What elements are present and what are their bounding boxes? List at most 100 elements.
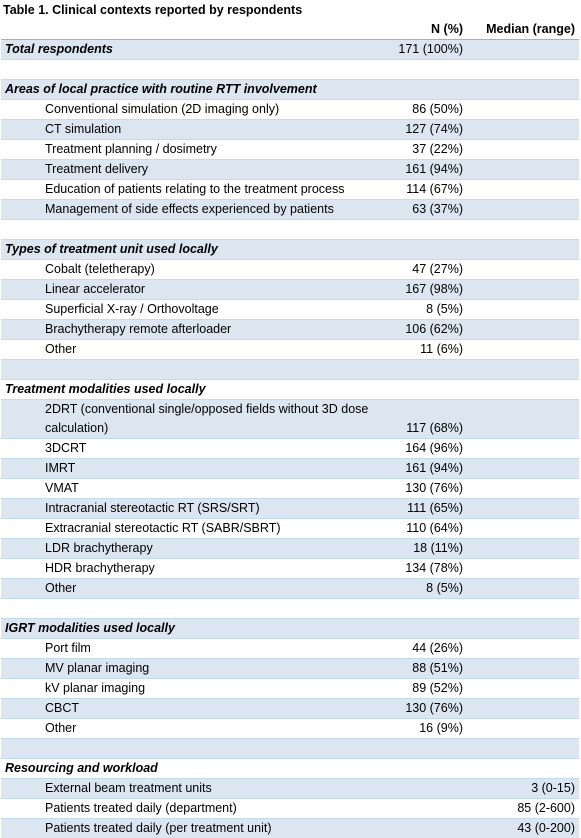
header-row: N (%) Median (range) [1, 20, 579, 40]
label-text: Other [45, 579, 76, 598]
median-cell [467, 479, 579, 499]
label-text: IMRT [45, 459, 75, 478]
n-cell [391, 240, 467, 260]
row-label: HDR brachytherapy [1, 559, 391, 579]
median-cell [467, 200, 579, 220]
median-cell [467, 739, 579, 759]
table-row: Areas of local practice with routine RTT… [1, 80, 579, 100]
label-text: External beam treatment units [45, 779, 212, 798]
row-label: Brachytherapy remote afterloader [1, 320, 391, 340]
row-label: Other [1, 719, 391, 739]
row-label [1, 220, 391, 240]
n-cell: 11 (6%) [391, 340, 467, 360]
n-cell [391, 80, 467, 100]
row-label [1, 739, 391, 759]
row-label: Treatment planning / dosimetry [1, 140, 391, 160]
table-row: Management of side effects experienced b… [1, 200, 579, 220]
n-cell: 8 (5%) [391, 300, 467, 320]
median-cell [467, 220, 579, 240]
n-cell: 117 (68%) [391, 400, 467, 439]
median-cell [467, 140, 579, 160]
median-cell [467, 499, 579, 519]
median-cell [467, 539, 579, 559]
row-label [1, 360, 391, 380]
median-cell [467, 180, 579, 200]
table-row: Treatment modalities used locally [1, 380, 579, 400]
row-label: Intracranial stereotactic RT (SRS/SRT) [1, 499, 391, 519]
n-cell: 111 (65%) [391, 499, 467, 519]
label-text: 3DCRT [45, 439, 86, 458]
row-label: Treatment delivery [1, 160, 391, 180]
row-label: MV planar imaging [1, 659, 391, 679]
n-cell [391, 60, 467, 80]
n-cell: 134 (78%) [391, 559, 467, 579]
median-cell [467, 639, 579, 659]
row-label: Resourcing and workload [1, 759, 391, 779]
label-text: Brachytherapy remote afterloader [45, 320, 231, 339]
row-label: 3DCRT [1, 439, 391, 459]
row-label: Management of side effects experienced b… [1, 200, 391, 220]
label-text: Linear accelerator [45, 280, 145, 299]
row-label: Areas of local practice with routine RTT… [1, 80, 391, 100]
median-cell [467, 120, 579, 140]
row-label: Linear accelerator [1, 280, 391, 300]
label-text: Superficial X-ray / Orthovoltage [45, 300, 219, 319]
row-label: Port film [1, 639, 391, 659]
median-cell [467, 100, 579, 120]
median-cell [467, 320, 579, 340]
table-row [1, 739, 579, 759]
row-label: IMRT [1, 459, 391, 479]
table-row: Intracranial stereotactic RT (SRS/SRT) 11… [1, 499, 579, 519]
n-cell: 171 (100%) [391, 40, 467, 60]
label-text: Treatment planning / dosimetry [45, 140, 217, 159]
median-cell [467, 260, 579, 280]
median-cell [467, 380, 579, 400]
n-cell: 130 (76%) [391, 479, 467, 499]
row-label: External beam treatment units [1, 779, 391, 799]
n-cell: 89 (52%) [391, 679, 467, 699]
median-cell [467, 439, 579, 459]
label-text: Education of patients relating to the tr… [45, 180, 344, 199]
row-label: Extracranial stereotactic RT (SABR/SBRT) [1, 519, 391, 539]
n-cell [391, 819, 467, 838]
row-label: IGRT modalities used locally [1, 619, 391, 639]
label-text: Intracranial stereotactic RT (SRS/SRT) [45, 499, 260, 518]
median-cell [467, 599, 579, 619]
n-cell: 44 (26%) [391, 639, 467, 659]
page: Table 1. Clinical contexts reported by r… [0, 0, 581, 800]
median-cell [467, 579, 579, 599]
median-cell [467, 40, 579, 60]
label-text: HDR brachytherapy [45, 559, 155, 578]
label-text: MV planar imaging [45, 659, 149, 678]
label-text: LDR brachytherapy [45, 539, 153, 558]
median-cell [467, 400, 579, 439]
row-label: Patients treated daily (department) [1, 799, 391, 819]
n-cell: 161 (94%) [391, 160, 467, 180]
table-row: 2DRT (conventional single/opposed fields… [1, 400, 579, 439]
table-row [1, 220, 579, 240]
row-label: Other [1, 579, 391, 599]
n-cell: 88 (51%) [391, 659, 467, 679]
label-text: Management of side effects experienced b… [45, 200, 334, 219]
median-cell [467, 619, 579, 639]
table-row: Types of treatment unit used locally [1, 240, 579, 260]
row-label: CT simulation [1, 120, 391, 140]
n-cell: 8 (5%) [391, 579, 467, 599]
median-cell [467, 160, 579, 180]
n-cell [391, 619, 467, 639]
n-cell [391, 220, 467, 240]
n-cell [391, 380, 467, 400]
n-cell [391, 739, 467, 759]
row-label: VMAT [1, 479, 391, 499]
header-cell: Median (range) [467, 20, 579, 40]
table-row: Extracranial stereotactic RT (SABR/SBRT)… [1, 519, 579, 539]
label-text: Patients treated daily (department) [45, 799, 237, 818]
header-cell: N (%) [391, 20, 467, 40]
